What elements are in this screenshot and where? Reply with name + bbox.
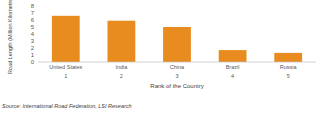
category-label: Russia bbox=[280, 64, 298, 70]
rank-label: 3 bbox=[175, 73, 178, 79]
source: Source: International Road Federation, L… bbox=[2, 103, 132, 109]
category-label: United States bbox=[49, 64, 82, 70]
tick-mark bbox=[36, 13, 38, 14]
tick-label: 3 bbox=[31, 38, 35, 44]
tick-mark bbox=[36, 34, 38, 35]
tick-mark bbox=[36, 20, 38, 21]
chart: 012345678Road Length (Million Kilometres… bbox=[0, 0, 320, 113]
rank-label: 2 bbox=[120, 73, 123, 79]
bar bbox=[52, 16, 80, 62]
tick-label: 2 bbox=[31, 45, 35, 51]
tick-label: 8 bbox=[31, 3, 35, 9]
category-label: Brazil bbox=[226, 64, 240, 70]
category-label: China bbox=[170, 64, 185, 70]
tick-label: 4 bbox=[31, 31, 35, 37]
rank-label: 5 bbox=[287, 73, 290, 79]
tick-mark bbox=[36, 6, 38, 7]
tick-mark bbox=[36, 41, 38, 42]
tick-mark bbox=[36, 48, 38, 49]
bar bbox=[219, 50, 247, 62]
tick-label: 1 bbox=[31, 52, 35, 58]
category-label: India bbox=[115, 64, 128, 70]
bar bbox=[163, 27, 191, 62]
tick-mark bbox=[36, 27, 38, 28]
tick-label: 5 bbox=[31, 24, 35, 30]
rank-label: 4 bbox=[231, 73, 234, 79]
tick-label: 0 bbox=[31, 59, 35, 65]
axis-label: Rank of the Country bbox=[150, 83, 203, 89]
bars bbox=[52, 16, 302, 62]
x-axis bbox=[38, 62, 316, 63]
axis-label: Road Length (Million Kilometres) bbox=[7, 0, 13, 74]
tick-label: 6 bbox=[31, 17, 35, 23]
tick-mark bbox=[36, 55, 38, 56]
tick-mark bbox=[36, 62, 38, 63]
tick-label: 7 bbox=[31, 10, 35, 16]
bar bbox=[108, 21, 136, 62]
rank-label: 1 bbox=[64, 73, 67, 79]
bar bbox=[274, 53, 302, 62]
